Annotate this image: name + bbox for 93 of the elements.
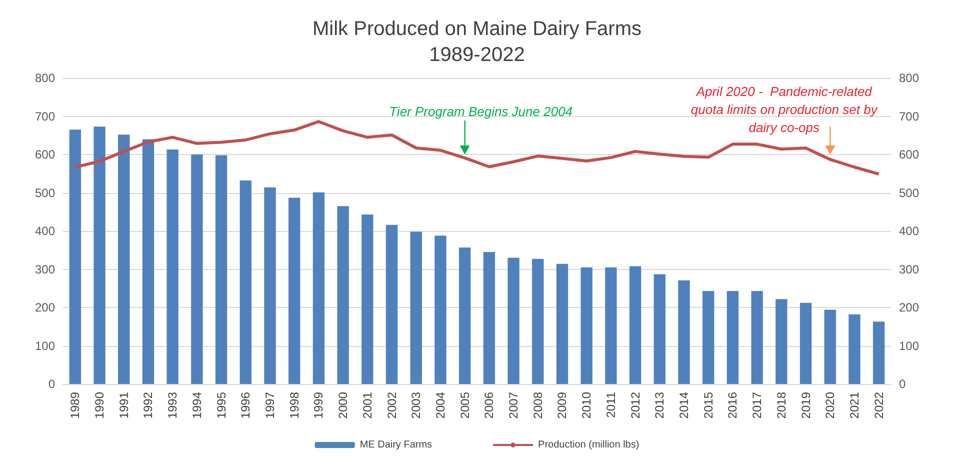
x-tick-label: 2012 (628, 392, 642, 419)
y-tick-label: 300 (34, 262, 56, 276)
bar (800, 302, 812, 384)
x-tick-label: 2005 (458, 392, 472, 419)
annotation: Tier Program Begins June 2004 (389, 104, 573, 119)
x-tick-label: 2001 (360, 392, 374, 419)
bar (556, 264, 568, 384)
y2-tick-label: 200 (899, 300, 920, 314)
y2-tick-label: 800 (899, 71, 920, 85)
bar (508, 258, 520, 384)
bar (751, 291, 763, 384)
bar (726, 291, 739, 384)
bar (337, 206, 349, 384)
x-tick-label: 2007 (506, 392, 521, 419)
y2-tick-label: 400 (899, 224, 920, 238)
x-tick-label: 1994 (190, 392, 204, 419)
bar (69, 130, 82, 384)
bar (848, 314, 860, 384)
x-tick-label: 1999 (312, 392, 326, 419)
legend-label: Production (million lbs) (538, 440, 640, 450)
bar (191, 154, 203, 384)
x-tick-label: 2021 (847, 392, 862, 419)
x-tick-label: 2002 (384, 392, 399, 419)
y-tick-label: 800 (34, 71, 56, 85)
y-tick-label: 200 (34, 300, 56, 314)
bar (654, 274, 666, 384)
bar (776, 299, 788, 384)
x-tick-label: 1990 (92, 392, 107, 419)
y2-tick-label: 700 (899, 109, 920, 124)
x-tick-label: 1998 (287, 392, 302, 419)
x-tick-label: 2006 (482, 392, 496, 419)
bar (410, 232, 422, 384)
bar (240, 180, 252, 384)
x-tick-label: 2000 (336, 392, 350, 419)
bar (483, 252, 496, 384)
y-tick-label: 700 (34, 109, 56, 124)
x-tick-label: 2004 (433, 392, 448, 419)
bar (532, 258, 544, 384)
x-tick-label: 1989 (68, 392, 82, 419)
bar (434, 236, 446, 384)
y-tick-label: 400 (34, 224, 56, 238)
bar (824, 310, 836, 384)
x-tick-label: 2017 (750, 392, 764, 419)
x-tick-label: 2022 (872, 392, 886, 419)
bar (166, 150, 178, 384)
x-tick-label: 2008 (530, 392, 545, 419)
bar (142, 139, 154, 384)
y2-tick-label: 0 (899, 377, 906, 391)
x-tick-label: 1995 (214, 392, 228, 419)
bar (94, 126, 106, 384)
y2-tick-label: 100 (899, 338, 920, 353)
x-tick-label: 2016 (726, 392, 740, 419)
x-tick-label: 2019 (798, 392, 813, 419)
bar (264, 187, 276, 384)
x-tick-label: 2010 (580, 392, 594, 419)
line-series (74, 120, 880, 176)
annotation: April 2020 - Pandemic-related quota limits on production set by dairy co-ops (690, 84, 879, 135)
bar (702, 291, 714, 384)
x-tick-label: 2009 (555, 392, 570, 419)
x-tick-label: 2003 (409, 392, 424, 419)
bar (215, 155, 228, 384)
bar (458, 247, 471, 384)
chart-title: Milk Produced on Maine Dairy Farms (312, 18, 642, 40)
x-tick-label: 1997 (263, 392, 277, 419)
y2-tick-label: 500 (899, 186, 920, 200)
x-tick-label: 2014 (677, 392, 691, 419)
bar (872, 322, 885, 384)
bar (312, 192, 325, 384)
legend-label: ME Dairy Farms (360, 440, 432, 450)
x-tick-label: 1996 (238, 392, 253, 419)
y-tick-label: 500 (34, 186, 56, 200)
chart-subtitle: 1989-2022 (429, 44, 525, 66)
bar (580, 267, 592, 384)
x-tick-label: 1991 (116, 392, 131, 419)
y-tick-label: 0 (48, 377, 56, 391)
bar (678, 280, 690, 384)
bar (629, 266, 642, 384)
y2-tick-label: 600 (899, 148, 920, 162)
x-tick-label: 2011 (604, 392, 618, 418)
y2-tick-label: 300 (899, 262, 920, 276)
x-tick-label: 1993 (166, 392, 180, 419)
x-tick-label: 2013 (652, 392, 667, 419)
bar (362, 214, 374, 384)
bar (386, 224, 398, 384)
bar (288, 198, 300, 384)
bar (118, 134, 130, 384)
x-tick-label: 2015 (701, 392, 716, 419)
y-tick-label: 600 (34, 148, 56, 162)
x-tick-label: 1992 (141, 392, 156, 419)
x-tick-label: 2018 (774, 392, 788, 419)
y-tick-label: 100 (34, 338, 56, 353)
bar (605, 267, 617, 384)
x-tick-label: 2020 (823, 392, 838, 419)
